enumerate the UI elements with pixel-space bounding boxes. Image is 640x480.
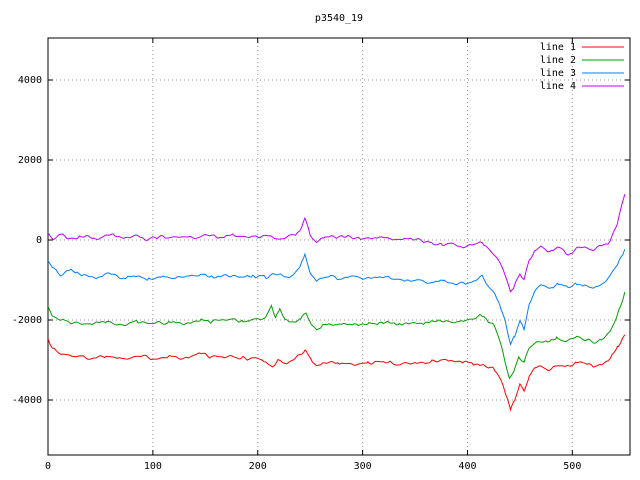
legend: line 1 line 2 line 3 line 4 [540,42,624,92]
series-line-4 [48,194,626,293]
x-tick-label: 300 [354,461,372,472]
x-tick-label: 400 [458,461,476,472]
series-line-1 [48,334,626,412]
series-line-2 [48,291,626,380]
y-tick-label: -4000 [12,395,42,406]
y-tick-label: 2000 [18,155,42,166]
legend-label: line 1 [540,42,576,53]
series-lines [48,194,626,412]
legend-label: line 2 [540,55,576,66]
x-tick-label: 100 [144,461,162,472]
axis-ticks [47,38,630,455]
grid-lines [47,38,630,455]
legend-label: line 3 [540,68,576,79]
x-tick-label: 500 [563,461,581,472]
chart-title: p3540_19 [315,13,363,24]
series-line-3 [48,249,626,346]
y-tick-label: 4000 [18,75,42,86]
x-tick-label: 0 [45,461,51,472]
plot-border [47,37,631,456]
y-tick-label: -2000 [12,315,42,326]
axis-tick-labels: 0 100 200 300 400 500 -4000 -2000 0 2000 4000 [12,75,581,472]
y-tick-label: 0 [36,235,42,246]
plot-border-rect [47,37,631,456]
x-tick-label: 200 [249,461,267,472]
legend-label: line 4 [540,81,576,92]
